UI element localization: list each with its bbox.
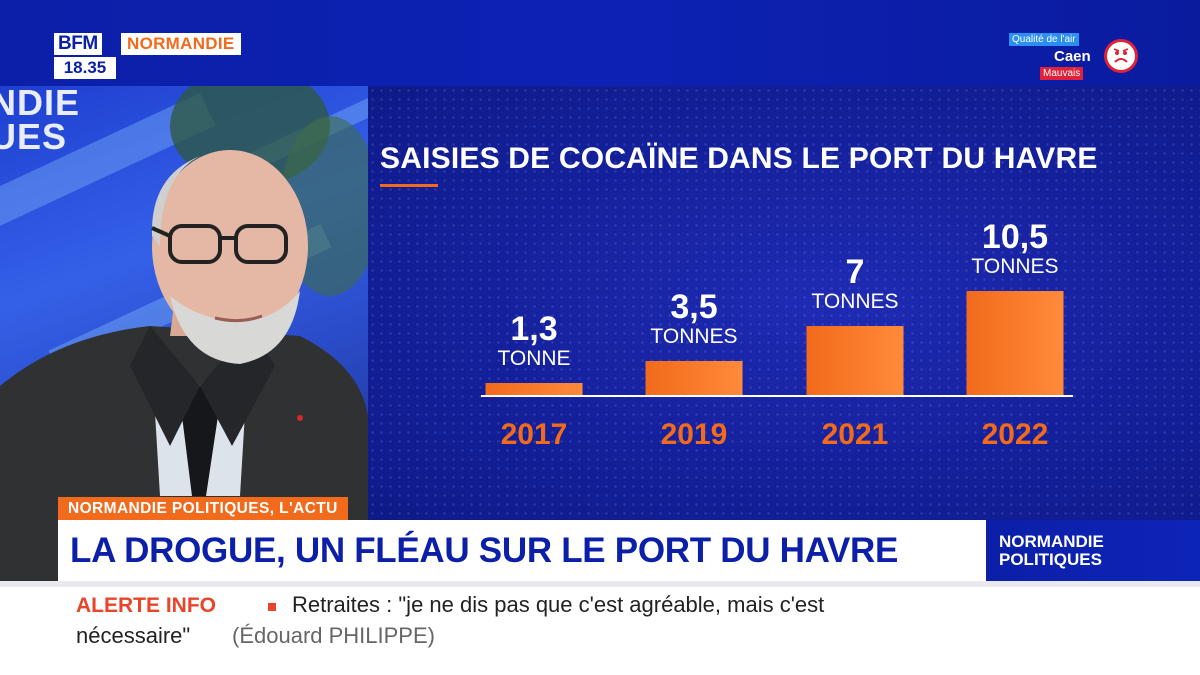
chart-panel: SAISIES DE COCAÏNE DANS LE PORT DU HAVRE… [368,86,1200,520]
alert-label: ALERTE INFO [76,594,216,617]
show-name-line1: NORMANDIE [999,532,1104,551]
air-quality-city: Caen [1054,48,1091,65]
bar-2019 [645,361,743,396]
title-underline [380,184,438,187]
year-label-2017: 2017 [501,418,568,451]
headline-bar: LA DROGUE, UN FLÉAU SUR LE PORT DU HAVRE [58,520,986,581]
bar-2017 [485,383,583,396]
unit-label-2019: TONNES [650,325,737,348]
ticker-text-line1: Retraites : "je ne dis pas que c'est agr… [292,592,825,617]
air-quality-title: Qualité de l'air [1009,33,1079,46]
speaker-figure [0,86,368,581]
unit-label-2021: TONNES [811,290,898,313]
year-label-2021: 2021 [822,418,889,451]
value-label-2022: 10,5 [982,218,1048,256]
section-kicker: NORMANDIE POLITIQUES, L'ACTU [58,497,348,520]
bar-2022 [966,291,1064,396]
ticker-divider [0,581,1200,587]
news-ticker: ALERTE INFO Retraites : "je ne dis pas q… [0,581,1200,675]
show-logo: NORMANDIE POLITIQUES [986,520,1200,581]
region-tag: NORMANDIE [121,33,241,55]
ticker-text-line2: nécessaire" [76,623,191,648]
background-screen-text: NDIE UES [0,86,81,157]
sad-face-icon [1104,39,1138,73]
value-label-2019: 3,5 [670,288,717,326]
unit-label-2022: TONNES [971,255,1058,278]
air-quality-widget: Qualité de l'air Caen Mauvais [1008,33,1148,83]
chart-title: SAISIES DE COCAÏNE DANS LE PORT DU HAVRE [380,142,1098,175]
clock: 18.35 [54,57,116,79]
year-label-2022: 2022 [982,418,1049,451]
channel-logo: BFM [54,33,102,55]
unit-label-2017: TONNE [497,347,570,370]
bar-2021 [806,326,904,396]
value-label-2017: 1,3 [510,310,557,348]
ticker-source: (Édouard PHILIPPE) [232,623,435,648]
top-banner: BFM NORMANDIE 18.35 Qualité de l'air Cae… [0,0,1200,86]
value-label-2021: 7 [846,253,865,291]
bar-chart: TONNE1,32017TONNES3,52019TONNES72021TONN… [481,218,1073,451]
alert-bullet-icon [268,603,276,611]
headline: LA DROGUE, UN FLÉAU SUR LE PORT DU HAVRE [70,531,899,570]
air-quality-status: Mauvais [1040,67,1084,80]
show-name-line2: POLITIQUES [999,550,1102,569]
year-label-2019: 2019 [661,418,728,451]
